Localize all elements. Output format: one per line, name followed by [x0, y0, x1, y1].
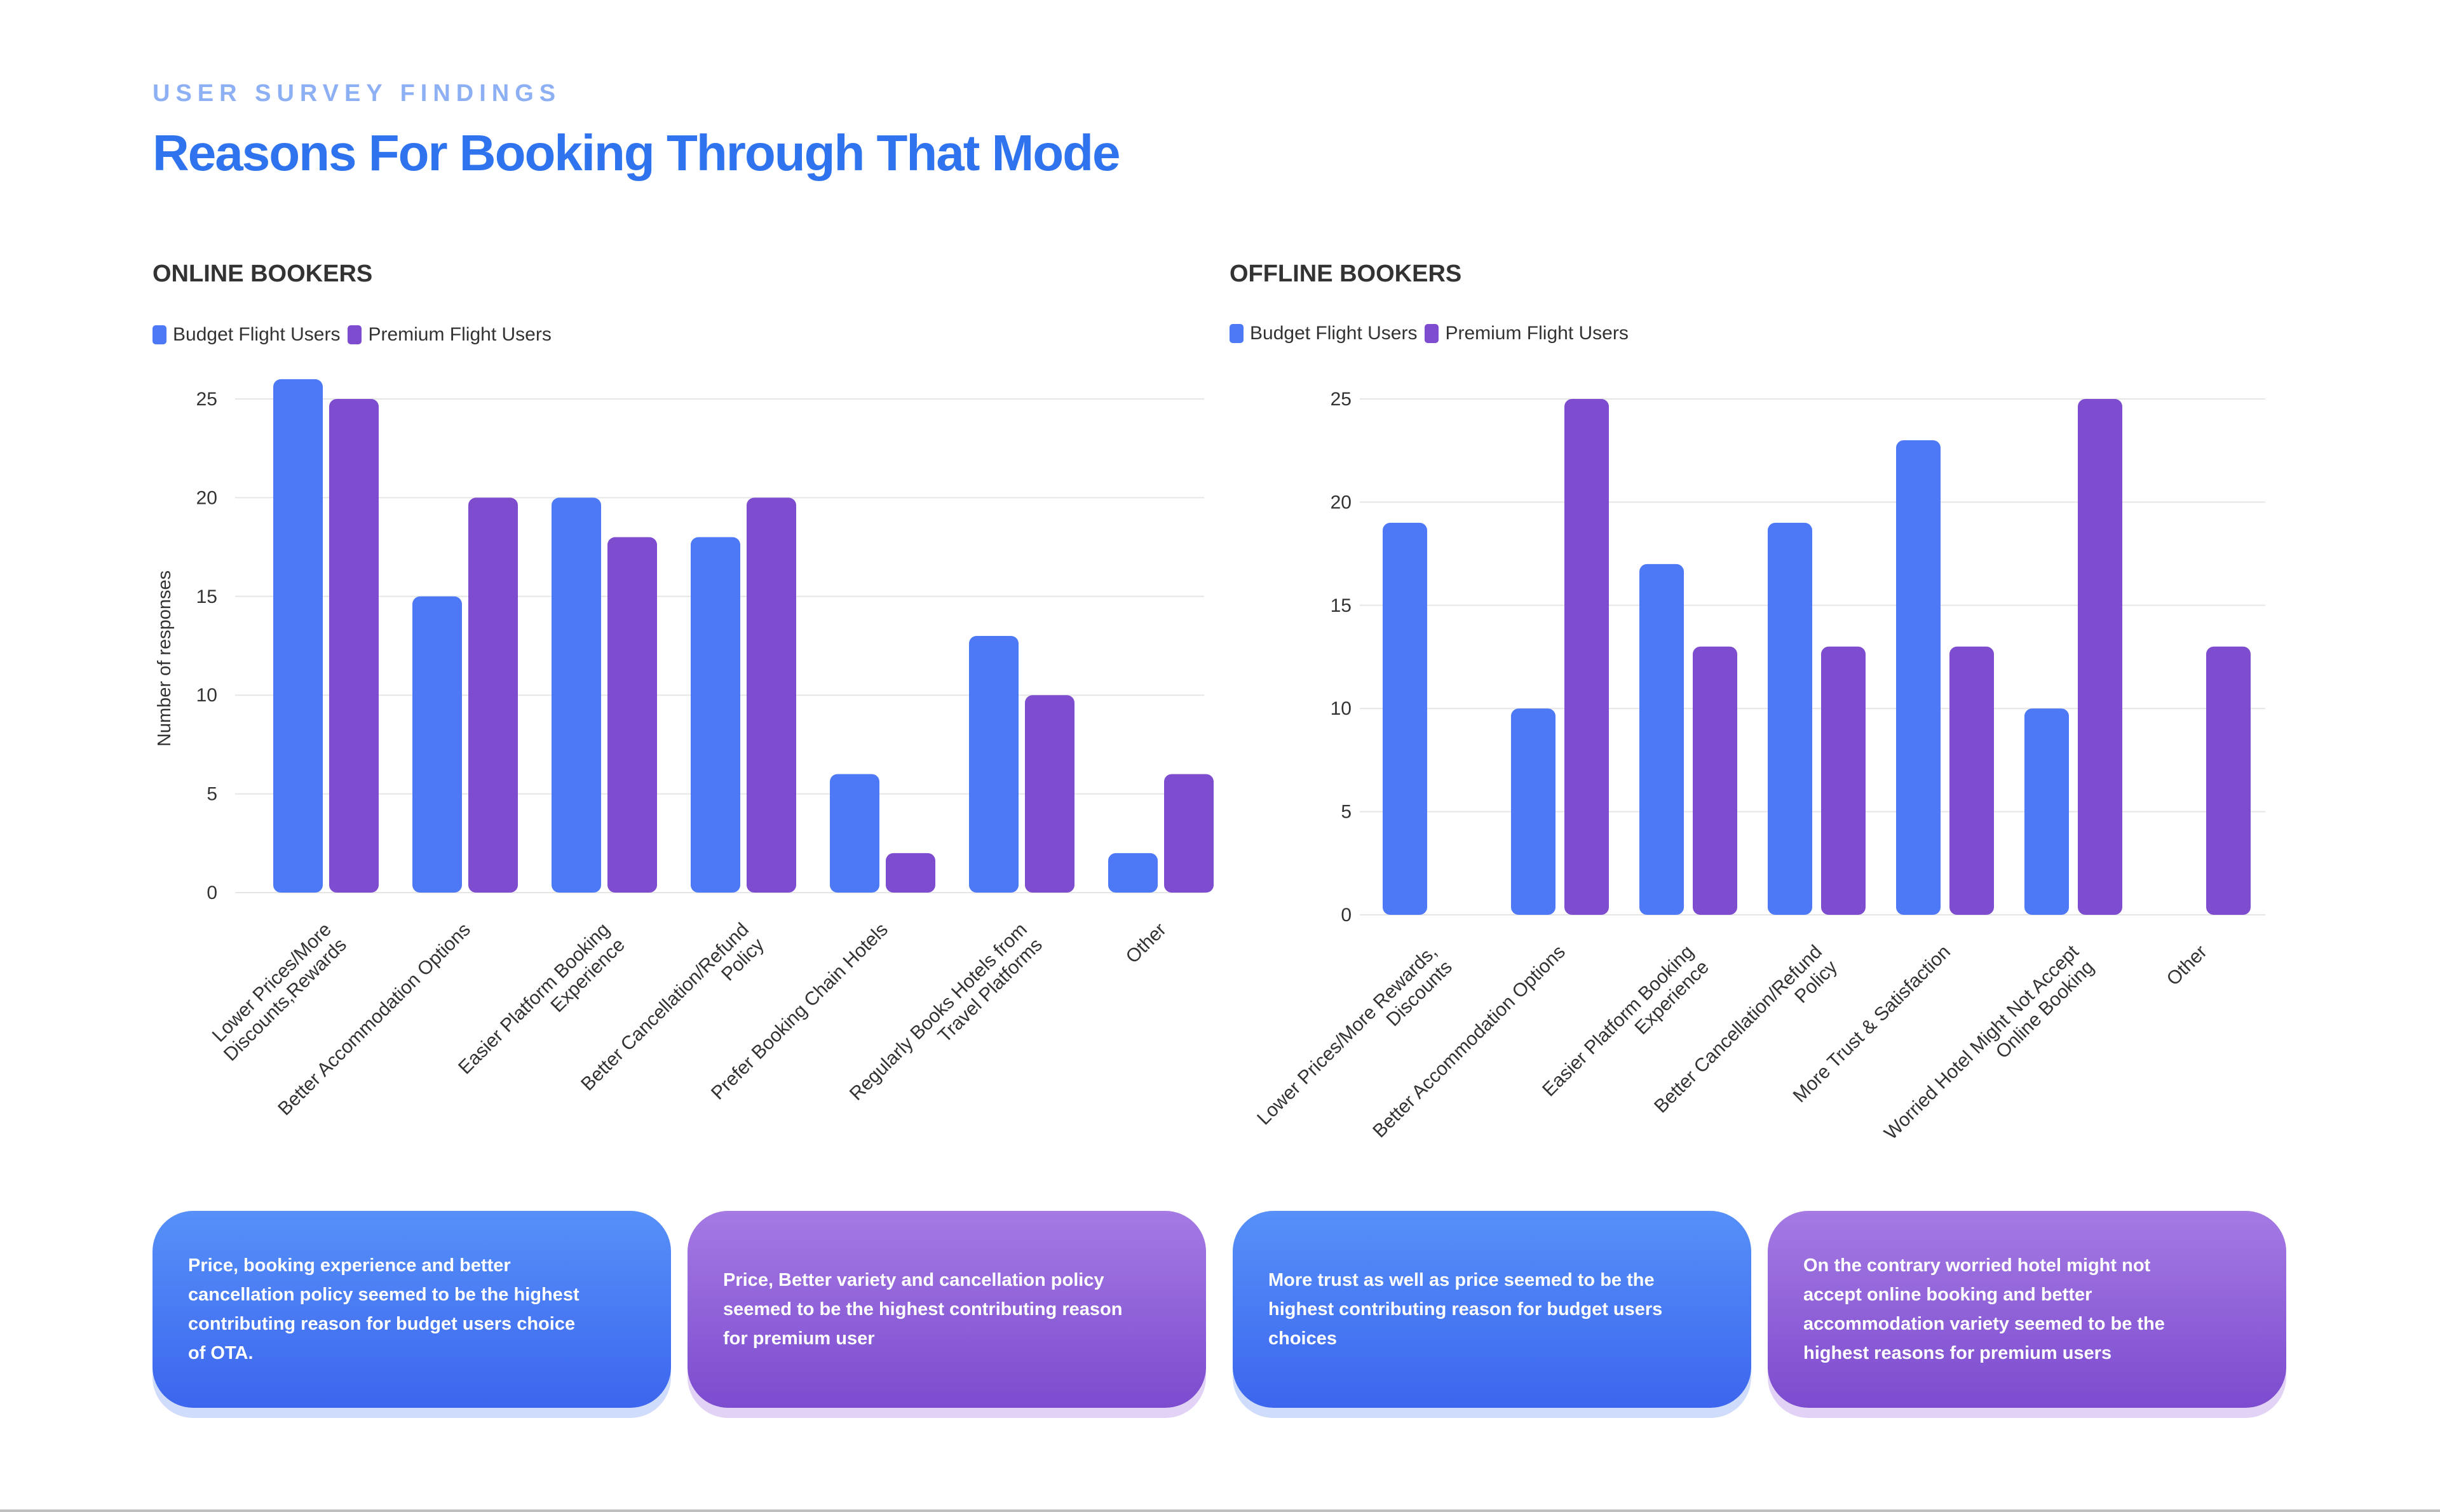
- bar-budget: [1108, 853, 1158, 893]
- bar-budget: [969, 635, 1019, 893]
- bar-premium: [1564, 399, 1609, 915]
- y-tick-label: 15: [1331, 595, 1352, 616]
- insight-card-offline-premium: On the contrary worried hotel might not …: [1768, 1211, 2286, 1408]
- y-axis-label: Number of responses: [154, 570, 175, 746]
- y-tick-label: 10: [1331, 698, 1352, 719]
- offline-legend-premium: Premium Flight Users: [1425, 323, 1629, 344]
- page-title: Reasons For Booking Through That Mode: [152, 125, 1121, 181]
- x-category-label: Lower Prices/More Rewards,Discounts: [1253, 942, 1456, 1145]
- y-tick-label: 20: [1331, 492, 1352, 513]
- online-legend-budget-label: Budget Flight Users: [173, 324, 341, 345]
- premium-swatch: [348, 325, 362, 344]
- y-tick-label: 5: [1341, 802, 1352, 823]
- bar-premium: [886, 853, 935, 893]
- bar-budget: [1511, 708, 1556, 915]
- bar-premium: [468, 497, 518, 893]
- x-category-label-line: Easier Platform Booking: [1538, 942, 1698, 1101]
- insight-card-text: More trust as well as price seemed to be…: [1268, 1270, 1663, 1349]
- y-tick-label: 5: [207, 784, 217, 805]
- y-tick-label: 25: [196, 389, 217, 410]
- bar-budget: [691, 537, 740, 893]
- x-category-label: Other: [2163, 942, 2211, 990]
- y-tick-label: 10: [196, 685, 217, 706]
- bottom-divider: [0, 1509, 2440, 1512]
- bar-budget: [1768, 522, 1812, 915]
- offline-section-title: OFFLINE BOOKERS: [1230, 260, 1462, 287]
- bar-premium: [2078, 399, 2122, 915]
- insight-card-text: On the contrary worried hotel might not …: [1803, 1255, 2165, 1363]
- y-tick-label: 0: [207, 882, 217, 903]
- offline-legend-budget-label: Budget Flight Users: [1250, 323, 1418, 344]
- bar-premium: [1821, 646, 1866, 915]
- online-section-title: ONLINE BOOKERS: [152, 260, 373, 287]
- eyebrow-label: USER SURVEY FINDINGS: [152, 80, 562, 107]
- bar-budget: [412, 596, 462, 893]
- y-tick-label: 0: [1341, 905, 1352, 926]
- x-category-label-line: Other: [2163, 942, 2211, 990]
- bar-premium: [1025, 695, 1074, 893]
- insight-card-offline-budget: More trust as well as price seemed to be…: [1233, 1211, 1751, 1408]
- budget-swatch: [1230, 324, 1244, 343]
- y-tick-label: 25: [1331, 389, 1352, 410]
- offline-legend: Budget Flight Users Premium Flight Users: [1230, 323, 1636, 344]
- insight-card-online-budget: Price, booking experience and better can…: [152, 1211, 671, 1408]
- bar-budget: [1383, 522, 1427, 915]
- insight-card-text: Price, Better variety and cancellation p…: [723, 1270, 1123, 1349]
- bar-budget: [2024, 708, 2069, 915]
- online-legend-budget: Budget Flight Users: [152, 324, 340, 346]
- bar-premium: [1164, 774, 1214, 893]
- bar-budget: [1639, 564, 1684, 915]
- budget-swatch: [152, 325, 166, 344]
- bar-premium: [1693, 646, 1737, 915]
- online-legend-premium-label: Premium Flight Users: [368, 324, 552, 345]
- bar-premium: [1949, 646, 1994, 915]
- bar-budget: [273, 379, 323, 893]
- bar-premium: [607, 537, 657, 893]
- insight-card-online-premium: Price, Better variety and cancellation p…: [688, 1211, 1206, 1408]
- offline-legend-budget: Budget Flight Users: [1230, 323, 1417, 344]
- offline-legend-premium-label: Premium Flight Users: [1445, 323, 1629, 344]
- premium-swatch: [1425, 324, 1439, 343]
- bar-budget: [830, 774, 879, 893]
- y-tick-label: 15: [196, 586, 217, 607]
- bar-budget: [552, 497, 601, 893]
- insight-card-text: Price, booking experience and better can…: [188, 1255, 580, 1363]
- bar-premium: [747, 497, 796, 893]
- y-tick-label: 20: [196, 487, 217, 508]
- online-legend-premium: Premium Flight Users: [348, 324, 552, 346]
- bar-budget: [1896, 440, 1941, 915]
- bar-premium: [329, 399, 379, 893]
- online-legend: Budget Flight Users Premium Flight Users: [152, 324, 559, 346]
- bar-premium: [2206, 646, 2251, 915]
